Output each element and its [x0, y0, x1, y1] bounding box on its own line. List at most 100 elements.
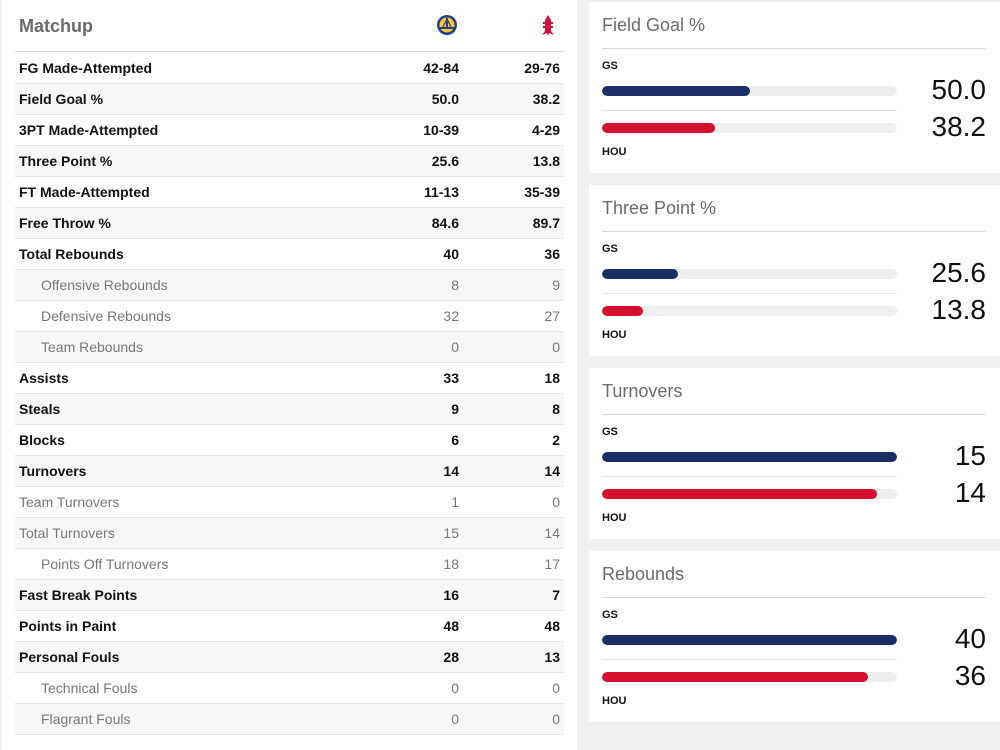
card-mid-divider [602, 476, 897, 477]
gs-value: 28 [443, 649, 459, 665]
gs-bar-fill [602, 269, 678, 279]
card-title: Three Point % [602, 198, 717, 218]
hou-bar-track [602, 489, 897, 499]
hou-bar-track [602, 123, 897, 133]
hou-team-label: HOU [602, 146, 627, 158]
hou-value: 7 [552, 587, 560, 603]
hou-value: 13.8 [532, 153, 560, 169]
hou-team-label: HOU [602, 695, 627, 707]
table-row: Flagrant Fouls 0 0 [15, 704, 564, 735]
gs-value: 40 [443, 246, 459, 262]
table-row: Defensive Rebounds 32 27 [15, 301, 564, 332]
gs-value: 0 [451, 680, 459, 696]
hou-value: 0 [552, 680, 560, 696]
table-row: FG Made-Attempted 42-84 29-76 [15, 53, 564, 84]
table-row: Total Turnovers 15 14 [15, 518, 564, 549]
gs-value: 84.6 [431, 215, 459, 231]
hou-value: 18 [544, 370, 560, 386]
matchup-panel: Matchup FG Made-Attempted 42-84 29-76 Field… [2, 0, 577, 750]
card-mid-divider [602, 659, 897, 660]
gs-big-value: 50.0 [931, 74, 987, 105]
hou-value: 13 [544, 649, 560, 665]
table-row: Three Point % 25.6 13.8 [15, 146, 564, 177]
stat-label: Blocks [19, 432, 65, 448]
table-row: Technical Fouls 0 0 [15, 673, 564, 704]
warriors-logo-icon [437, 15, 457, 35]
stat-label: Fast Break Points [19, 587, 138, 603]
hou-value: 17 [544, 556, 560, 572]
hou-team-label: HOU [602, 329, 627, 341]
hou-bar-track [602, 306, 897, 316]
gs-value: 0 [451, 711, 459, 727]
matchup-header: Matchup [15, 0, 564, 52]
stat-label: FT Made-Attempted [19, 184, 150, 200]
gs-big-value: 40 [954, 623, 986, 654]
hou-value: 38.2 [532, 91, 560, 107]
stat-label: Personal Fouls [19, 649, 120, 665]
gs-value: 11-13 [423, 184, 459, 200]
gs-team-label: GS [602, 60, 618, 72]
stat-card: Field Goal % GS 50.0 38.2 HOU [589, 2, 1000, 173]
gs-value: 50.0 [431, 91, 459, 107]
table-row: Points Off Turnovers 18 17 [15, 549, 564, 580]
stat-label: Team Turnovers [19, 494, 120, 510]
table-row: Total Rebounds 40 36 [15, 239, 564, 270]
table-row: Blocks 6 2 [15, 425, 564, 456]
table-row: Team Rebounds 0 0 [15, 332, 564, 363]
gs-value: 6 [451, 432, 459, 448]
hou-value: 4-29 [531, 122, 560, 138]
table-row: Free Throw % 84.6 89.7 [15, 208, 564, 239]
card-divider [602, 414, 986, 415]
gs-value: 0 [451, 339, 459, 355]
stat-card: Rebounds GS 40 36 HOU [589, 551, 1000, 722]
gs-value: 32 [443, 308, 459, 324]
gs-value: 15 [443, 525, 459, 541]
card-mid-divider [602, 293, 897, 294]
table-row: Offensive Rebounds 8 9 [15, 270, 564, 301]
hou-value: 48 [544, 618, 560, 634]
card-divider [602, 597, 986, 598]
hou-value: 9 [552, 277, 560, 293]
gs-bar-fill [602, 635, 897, 645]
stat-label: 3PT Made-Attempted [19, 122, 159, 138]
hou-big-value: 14 [954, 477, 986, 508]
gs-value: 10-39 [423, 122, 459, 138]
table-row: Field Goal % 50.0 38.2 [15, 84, 564, 115]
hou-value: 0 [552, 494, 560, 510]
table-row: 3PT Made-Attempted 10-39 4-29 [15, 115, 564, 146]
stat-label: Assists [19, 370, 69, 386]
gs-value: 48 [443, 618, 459, 634]
stat-label: Total Turnovers [19, 525, 115, 541]
stat-label: Free Throw % [19, 215, 111, 231]
gs-bar-track [602, 86, 897, 96]
stat-label: Defensive Rebounds [41, 308, 171, 324]
table-row: Turnovers 14 14 [15, 456, 564, 487]
table-row: Points in Paint 48 48 [15, 611, 564, 642]
hou-value: 27 [544, 308, 560, 324]
gs-value: 16 [443, 587, 459, 603]
gs-team-label: GS [602, 426, 618, 438]
hou-value: 2 [552, 432, 560, 448]
table-row: Personal Fouls 28 13 [15, 642, 564, 673]
table-row: FT Made-Attempted 11-13 35-39 [15, 177, 564, 208]
hou-bar-track [602, 672, 897, 682]
gs-big-value: 25.6 [931, 257, 987, 288]
stat-label: Total Rebounds [19, 246, 124, 262]
card-divider [602, 231, 986, 232]
stat-card: Three Point % GS 25.6 13.8 HOU [589, 185, 1000, 356]
gs-value: 1 [451, 494, 459, 510]
table-row: Fast Break Points 16 7 [15, 580, 564, 611]
gs-value: 14 [443, 463, 459, 479]
gs-bar-track [602, 269, 897, 279]
hou-team-label: HOU [602, 512, 627, 524]
hou-value: 29-76 [524, 60, 560, 76]
hou-value: 0 [552, 711, 560, 727]
hou-value: 89.7 [532, 215, 560, 231]
table-row: Steals 9 8 [15, 394, 564, 425]
stat-label: Team Rebounds [41, 339, 143, 355]
gs-value: 9 [451, 401, 459, 417]
hou-value: 14 [544, 525, 560, 541]
gs-bar-track [602, 452, 897, 462]
matchup-table: FG Made-Attempted 42-84 29-76 Field Goal % 5… [15, 53, 564, 735]
stat-label: Points in Paint [19, 618, 117, 634]
